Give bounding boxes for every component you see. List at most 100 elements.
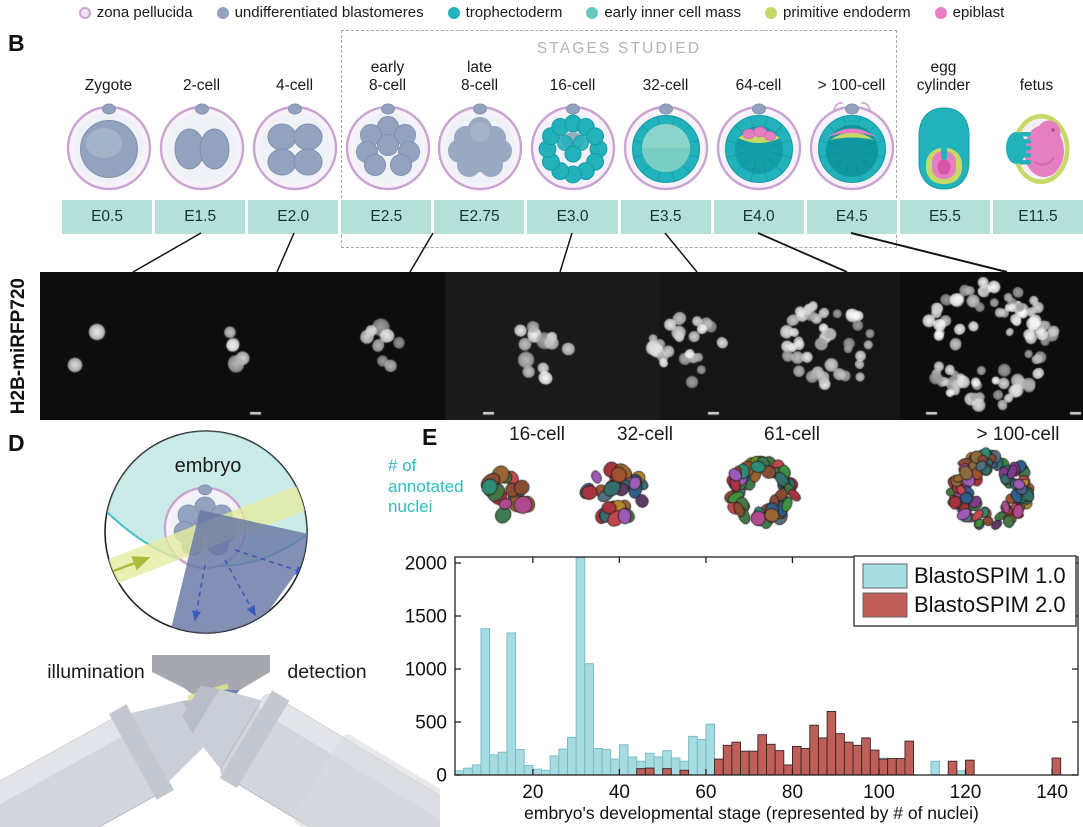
panel-d-label: D <box>8 430 25 456</box>
annotated-nuclei-image-32-cell <box>560 450 670 538</box>
stage-label: 2-cell <box>182 76 221 94</box>
trophectoderm-swatch-icon <box>447 6 460 19</box>
timeline-cell: E4.5 <box>803 200 897 234</box>
x-tick-label: 100 <box>863 782 895 803</box>
x-axis-label: embryo's developmental stage (represente… <box>524 803 979 823</box>
bar <box>601 749 612 776</box>
zona-pellucida-swatch-icon <box>78 6 91 19</box>
primitive-endoderm-swatch-icon <box>765 6 778 19</box>
x-tick-label: 20 <box>522 782 543 803</box>
stage-column-E3.0: 16-cell <box>526 48 619 192</box>
stage-label: egg cylinder <box>916 59 971 94</box>
embryo-stage-icon-fetus <box>1005 114 1069 184</box>
legend-swatch-icon <box>862 592 908 618</box>
y-tick-label: 0 <box>436 766 447 787</box>
stage-label: late 8-cell <box>460 59 499 94</box>
bar <box>644 767 655 776</box>
bar <box>887 758 897 776</box>
legend-item-trophectoderm: trophectoderm <box>447 4 563 21</box>
connector-line <box>132 232 202 273</box>
legend-item-undifferentiated-blastomeres: undifferentiated blastomeres <box>216 4 424 21</box>
bar <box>696 739 707 776</box>
legend-label: epiblast <box>952 4 1005 21</box>
stage-label: > 100-cell <box>817 76 886 94</box>
bar <box>930 760 941 776</box>
detection-objective <box>182 685 440 827</box>
bar <box>688 735 698 776</box>
bar <box>757 734 767 776</box>
legend-item-primitive-endoderm: primitive endoderm <box>765 4 911 21</box>
stage-column-E11.5: fetus <box>990 48 1083 192</box>
legend-item-early-icm: early inner cell mass <box>586 4 741 21</box>
annotated-nuclei-image-61-cell <box>707 448 817 536</box>
stage-label: 64-cell <box>735 76 782 94</box>
stage-column-E1.5: 2-cell <box>155 48 248 192</box>
bar <box>861 737 871 776</box>
panel-e-label: E <box>422 424 438 450</box>
bar <box>878 758 889 776</box>
bar <box>731 741 741 776</box>
bar <box>662 768 672 776</box>
bar <box>463 767 473 776</box>
bar <box>852 744 863 776</box>
embryo-label: embryo <box>175 455 242 477</box>
bar <box>506 632 517 776</box>
timeline-cell: E11.5 <box>989 200 1083 234</box>
axes: 20 40 60 80 100 120 140 0 500 1000 1500 2000 <box>405 554 1078 803</box>
bar <box>480 628 491 776</box>
bar <box>965 759 975 776</box>
bar <box>541 769 551 776</box>
bar <box>843 741 854 776</box>
stage-column-E5.5: egg cylinder <box>897 48 990 192</box>
illumination-label: illumination <box>47 661 145 683</box>
embryo-stage-icon-cell16 <box>530 103 615 191</box>
bar <box>705 723 716 776</box>
legend-entry-label: BlastoSPIM 2.0 <box>914 592 1066 617</box>
embryonic-day-timeline: E0.5 E1.5 E2.0 E2.5 E2.75 E3.0 E3.5 E4.0… <box>62 200 1083 234</box>
detection-arrow-icon <box>224 559 256 617</box>
embryo-stage-icon-cell2 <box>159 103 244 191</box>
bar <box>515 749 525 776</box>
chart-legend: BlastoSPIM 1.0 BlastoSPIM 2.0 <box>853 555 1077 627</box>
fluorescence-microscopy-image <box>40 272 1083 420</box>
detection-arrow-icon <box>192 564 206 622</box>
reporter-label: H2B-miRFP720 <box>8 277 29 415</box>
timeline-cell: E0.5 <box>62 200 153 234</box>
bar <box>714 758 724 776</box>
timeline-cell: E3.0 <box>524 200 618 234</box>
legend-label: undifferentiated blastomeres <box>234 4 424 21</box>
legend-label: primitive endoderm <box>783 4 911 21</box>
connector-line <box>850 232 1008 273</box>
stage-label: fetus <box>1019 76 1054 94</box>
legend-label: trophectoderm <box>465 4 563 21</box>
legend-entry-label: BlastoSPIM 1.0 <box>914 563 1066 588</box>
x-tick-label: 60 <box>695 782 716 803</box>
bar <box>567 736 577 776</box>
stage-label: 32-cell <box>642 76 689 94</box>
bar <box>817 737 828 776</box>
bar <box>679 769 690 776</box>
bar <box>670 757 681 776</box>
cluster-label-32-cell: 32-cell <box>617 424 673 445</box>
bar <box>792 745 802 776</box>
stage-label: Zygote <box>84 76 133 94</box>
y-tick-label: 1500 <box>405 607 447 628</box>
bar <box>774 750 785 776</box>
legend-item-zona-pellucida: zona pellucida <box>78 4 193 21</box>
stage-column-E4.0: 64-cell <box>712 48 805 192</box>
y-tick-label: 2000 <box>405 554 447 575</box>
cluster-label-100-cell: > 100-cell <box>976 424 1060 445</box>
stage-label: 4-cell <box>275 76 314 94</box>
embryo-stage-icon-zygote <box>66 103 151 191</box>
connector-line <box>664 232 698 273</box>
bar <box>722 744 733 776</box>
bar <box>653 756 664 776</box>
bar <box>489 754 499 776</box>
stage-column-E2.75: late 8-cell <box>433 48 526 192</box>
bar <box>575 557 586 776</box>
y-axis-annotation: # of annotated nuclei <box>388 456 464 517</box>
timeline-cell: E3.5 <box>617 200 711 234</box>
stages-studied-label: STAGES STUDIED <box>536 40 702 57</box>
timeline-cell: E2.0 <box>245 200 339 234</box>
bar <box>740 750 750 776</box>
